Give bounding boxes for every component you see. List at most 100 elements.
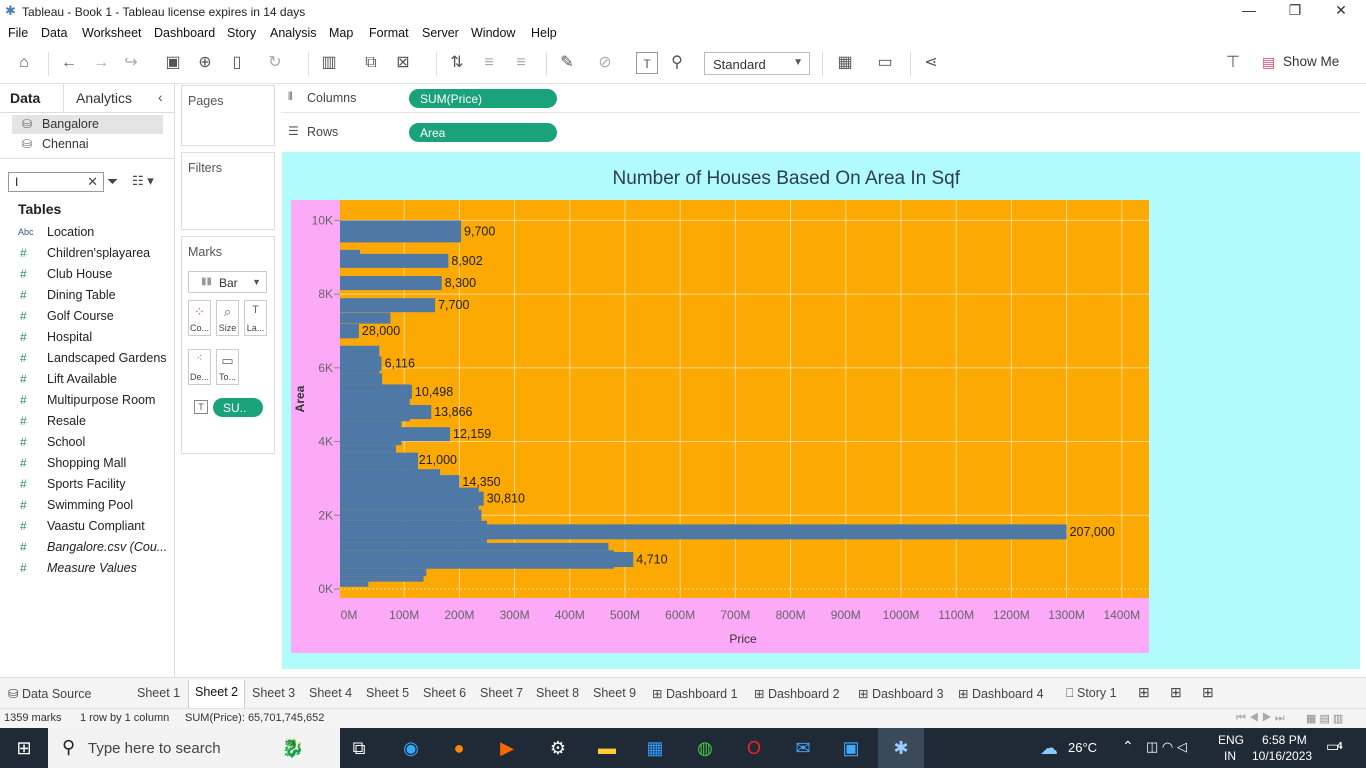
sort-ascending-icon[interactable]: ≡ <box>484 54 494 71</box>
menu-file[interactable]: File <box>8 26 29 40</box>
sheet-tab[interactable]: ⊞ Dashboard 4 <box>958 687 1044 701</box>
field-item[interactable]: # Vaastu Compliant <box>18 517 174 538</box>
new-story-tab-icon[interactable]: ⊞ <box>1202 684 1214 700</box>
fix-axes-icon[interactable]: ⚲ <box>671 54 683 71</box>
sheet-tab[interactable]: Sheet 1 <box>137 686 181 700</box>
close-icon[interactable]: ✕ <box>1335 2 1347 18</box>
language-2[interactable]: IN <box>1224 749 1236 763</box>
sheet-tab[interactable]: Sheet 2 <box>188 680 246 708</box>
bar-mark[interactable] <box>340 568 427 577</box>
rows-pill[interactable]: Area <box>409 123 557 142</box>
bar-mark[interactable] <box>340 356 382 371</box>
bar-mark[interactable] <box>340 552 634 568</box>
sheet-tab[interactable]: Sheet 6 <box>423 686 467 700</box>
sheet-tab[interactable]: ⊞ Dashboard 2 <box>754 687 840 701</box>
file-explorer-icon[interactable]: ▬ <box>598 738 616 758</box>
save-icon[interactable]: ▣ <box>165 54 181 71</box>
tray-network-icons[interactable]: ◫ ◠ ◁ <box>1146 739 1187 754</box>
field-item[interactable]: # Multipurpose Room <box>18 391 174 412</box>
menu-story[interactable]: Story <box>227 26 257 40</box>
field-item[interactable]: # Children'splayarea <box>18 244 174 265</box>
field-item[interactable]: # Shopping Mall <box>18 454 174 475</box>
field-item[interactable]: # Hospital <box>18 328 174 349</box>
undo-icon[interactable]: ← <box>61 54 77 71</box>
taskbar-search[interactable]: ⚲ Type here to search <box>48 728 340 768</box>
pages-shelf[interactable]: Pages <box>181 85 275 146</box>
clock-date[interactable]: 10/16/2023 <box>1252 749 1313 763</box>
mark-type-dropdown[interactable]: ▮▮ Bar ▼ <box>188 271 267 293</box>
tableau-taskbar-button[interactable]: ✱ <box>878 728 924 768</box>
datasource-bangalore[interactable]: ⛁ Bangalore <box>12 115 163 134</box>
rows-shelf[interactable]: ☰ Rows Area <box>281 119 1360 147</box>
bar-mark[interactable] <box>340 452 416 467</box>
new-dashboard-tab-icon[interactable]: ⊞ <box>1170 684 1182 700</box>
bar-mark[interactable] <box>340 427 451 442</box>
bar-mark[interactable] <box>340 253 449 268</box>
field-item[interactable]: # Resale <box>18 412 174 433</box>
size-button[interactable]: ⌕ Size <box>216 300 239 336</box>
group-icon[interactable]: ⊘ <box>598 54 612 71</box>
show-labels-icon[interactable]: T <box>636 52 658 74</box>
field-item[interactable]: # Golf Course <box>18 307 174 328</box>
tab-navigation-icons[interactable]: ⏮ ◀ ▶ ⏭ <box>1236 712 1285 724</box>
dragon-widget-icon[interactable]: 🐉 <box>281 738 305 758</box>
opera-icon[interactable]: O <box>746 738 761 758</box>
restore-icon[interactable]: ❐ <box>1288 2 1302 18</box>
settings-icon[interactable]: ⚙ <box>549 738 567 758</box>
menu-analysis[interactable]: Analysis <box>270 26 317 40</box>
clear-search-icon[interactable]: ✕ <box>87 174 98 189</box>
app-window-icon[interactable]: ▣ <box>842 738 860 758</box>
sheet-tab[interactable]: Sheet 4 <box>309 686 353 700</box>
menu-map[interactable]: Map <box>329 26 354 40</box>
sheet-tab[interactable]: Sheet 8 <box>536 686 580 700</box>
bar-mark[interactable] <box>340 576 424 582</box>
bar-mark[interactable] <box>340 509 482 521</box>
presentation-mode-icon[interactable]: ▭ <box>877 54 893 71</box>
sheet-tab[interactable]: Sheet 3 <box>252 686 296 700</box>
sheet-tab[interactable]: Sheet 5 <box>366 686 410 700</box>
edge-icon[interactable]: ◉ <box>403 738 419 758</box>
bar-mark[interactable] <box>340 312 391 324</box>
collapse-pane-icon[interactable]: ‹ <box>158 89 163 105</box>
clear-sheet-icon[interactable]: ⊠ <box>396 54 410 71</box>
field-search-input[interactable]: I ✕ <box>8 172 104 192</box>
format-painter-icon[interactable]: ⊤ <box>1226 54 1240 71</box>
share-icon[interactable]: ⋖ <box>924 54 938 71</box>
bar-mark[interactable] <box>340 405 432 420</box>
bar-mark[interactable] <box>340 542 609 551</box>
field-item[interactable]: # Measure Values <box>18 559 174 580</box>
windows-start-icon[interactable]: ⊞ <box>16 738 32 758</box>
pause-updates-icon[interactable]: ▯ <box>232 54 242 71</box>
redo-icon[interactable]: → <box>93 54 109 71</box>
field-item[interactable]: # Club House <box>18 265 174 286</box>
media-player-icon[interactable]: ▶ <box>500 738 514 758</box>
bar-mark[interactable] <box>340 491 484 506</box>
bar-mark[interactable] <box>340 220 462 243</box>
new-worksheet-icon[interactable]: ▥ <box>321 54 337 71</box>
task-view-icon[interactable]: ⧉ <box>352 738 366 758</box>
new-datasource-icon[interactable]: ⊕ <box>198 54 212 71</box>
bar-mark[interactable] <box>340 276 442 291</box>
language-1[interactable]: ENG <box>1218 733 1245 747</box>
sheet-tab[interactable]: Sheet 9 <box>593 686 637 700</box>
tray-chevron-icon[interactable]: ⌃ <box>1122 738 1134 754</box>
clock-time[interactable]: 6:58 PM <box>1262 733 1307 747</box>
tooltip-button[interactable]: ▭ To... <box>216 349 239 385</box>
bar-mark[interactable] <box>340 384 412 399</box>
store-icon[interactable]: ▦ <box>646 738 664 758</box>
fit-mode-dropdown[interactable]: Standard ▼ <box>704 52 810 75</box>
view-toggle-icons[interactable]: ▦ ▤ ▥ <box>1306 713 1344 725</box>
field-item[interactable]: # Dining Table <box>18 286 174 307</box>
swap-icon[interactable]: ⇅ <box>450 54 464 71</box>
bar-mark[interactable] <box>340 581 369 587</box>
menu-worksheet[interactable]: Worksheet <box>82 26 142 40</box>
menu-format[interactable]: Format <box>369 26 409 40</box>
home-icon[interactable]: ⌂ <box>19 54 29 71</box>
label-button[interactable]: T La... <box>244 300 267 336</box>
show-cards-icon[interactable]: ▦ <box>837 54 853 71</box>
bar-mark[interactable] <box>340 249 361 258</box>
field-item[interactable]: # Bangalore.csv (Cou... <box>18 538 174 559</box>
sheet-tab[interactable]: ⊞ Dashboard 1 <box>652 687 738 701</box>
replay-icon[interactable]: ↪ <box>124 54 138 71</box>
